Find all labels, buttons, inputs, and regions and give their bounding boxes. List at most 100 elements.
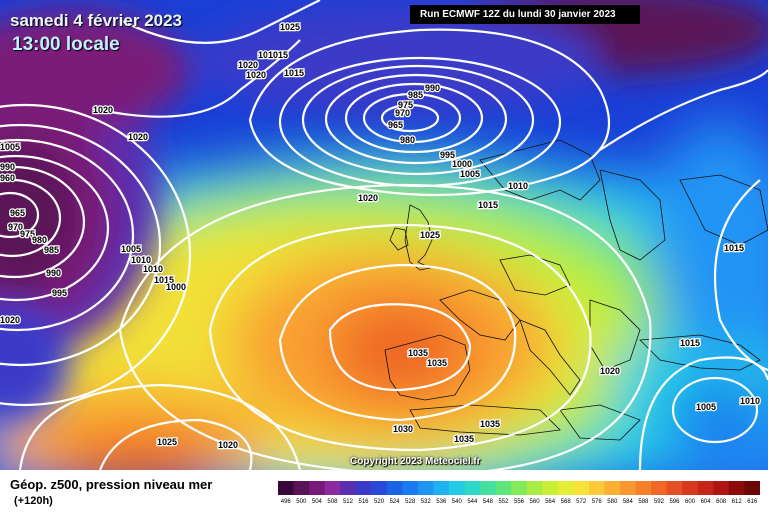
legend-swatch: [542, 481, 559, 495]
legend-tick-label: 552: [498, 499, 509, 505]
isobar-label: 1035: [427, 358, 447, 368]
legend-tick-label: 568: [561, 499, 572, 505]
legend-swatch: [433, 481, 450, 495]
forecast-time: 13:00 locale: [12, 34, 120, 55]
isobar-label: 1035: [480, 419, 500, 429]
isobar-label: 1000: [452, 159, 472, 169]
isobar-label: 965: [10, 208, 25, 218]
legend-tick-label: 560: [530, 499, 541, 505]
legend-tick-label: 536: [436, 499, 447, 505]
isobar-label: 1025: [157, 437, 177, 447]
legend-swatch: [511, 481, 528, 495]
legend-tick-label: 544: [467, 499, 478, 505]
isobar-label: 1010: [131, 255, 151, 265]
geopotential-field: [0, 0, 768, 470]
isobar-label: 965: [388, 120, 403, 130]
legend-swatch: [588, 481, 605, 495]
legend-swatch: [371, 481, 388, 495]
isobar-label: 995: [440, 150, 455, 160]
isobar-label: 1020: [93, 105, 113, 115]
legend-tick-label: 508: [327, 499, 338, 505]
isobar-label: 1015: [154, 275, 174, 285]
legend-tick-label: 524: [390, 499, 401, 505]
isobar-label: 1030: [393, 424, 413, 434]
legend-tick-label: 500: [296, 499, 307, 505]
legend-swatch: [480, 481, 497, 495]
legend-tick-label: 512: [343, 499, 354, 505]
isobar-label: 1015: [724, 243, 744, 253]
isobar-label: 970: [8, 222, 23, 232]
isobar-label: 1005: [121, 244, 141, 254]
legend-swatch: [417, 481, 434, 495]
legend-tick-label: 520: [374, 499, 385, 505]
isobar-label: 1015: [258, 50, 278, 60]
legend-tick-label: 496: [281, 499, 292, 505]
isobar-label: 1020: [600, 366, 620, 376]
isobar-label: 985: [44, 245, 59, 255]
legend-swatch: [666, 481, 683, 495]
legend-tick-label: 532: [421, 499, 432, 505]
legend-swatch: [449, 481, 465, 495]
legend-tick-label: 572: [576, 499, 587, 505]
legend-swatch: [713, 481, 730, 495]
isobar-label: 970: [395, 108, 410, 118]
legend-tick-label: 564: [545, 499, 556, 505]
legend-swatch: [324, 481, 341, 495]
legend-tick-label: 540: [452, 499, 463, 505]
isobar-label: 1020: [358, 193, 378, 203]
legend-tick-label: 592: [654, 499, 665, 505]
legend-swatch: [682, 481, 699, 495]
legend-tick-label: 600: [685, 499, 696, 505]
isobar-label: 1025: [280, 22, 300, 32]
legend-swatch: [495, 481, 512, 495]
isobar-label: 1005: [460, 169, 480, 179]
legend-tick-label: 516: [359, 499, 370, 505]
legend-tick-label: 588: [638, 499, 649, 505]
isobar-label: 1010: [740, 396, 760, 406]
isobar-label: 1010: [508, 181, 528, 191]
isobar-label: 1020: [238, 60, 258, 70]
isobar-label: 1015: [268, 50, 288, 60]
legend-swatch: [309, 481, 326, 495]
isobar-label: 975: [398, 100, 413, 110]
isobars: [0, 0, 768, 470]
legend-swatch: [635, 481, 652, 495]
isobar-label: 990: [46, 268, 61, 278]
legend-swatch: [557, 481, 574, 495]
legend-swatch: [278, 481, 294, 495]
colour-scale-legend: 496 500 504 508 512 516 520 524 528 532 536 540 544 5…: [278, 481, 760, 505]
legend-swatch: [402, 481, 419, 495]
legend-tick-label: 608: [716, 499, 727, 505]
model-run-banner: Run ECMWF 12Z du lundi 30 janvier 2023: [410, 5, 640, 24]
isobar-label: 1020: [0, 315, 20, 325]
isobar-label: 1035: [408, 348, 428, 358]
isobar-label: 1020: [128, 132, 148, 142]
legend-tick-label: 548: [483, 499, 494, 505]
forecast-date: samedi 4 février 2023: [10, 11, 183, 30]
legend-swatch: [464, 481, 481, 495]
legend-tick-label: 604: [701, 499, 712, 505]
forecast-range: (+120h): [14, 495, 53, 507]
legend-swatch: [620, 481, 637, 495]
copyright-text: Copyright 2023 Meteociel.fr: [350, 456, 481, 467]
isobar-label: 1015: [284, 68, 304, 78]
isobar-label: 1020: [246, 70, 266, 80]
isobar-label: 990: [425, 83, 440, 93]
legend-tick-label: 556: [514, 499, 525, 505]
legend-swatch: [573, 481, 590, 495]
legend-swatch: [744, 481, 760, 495]
legend-tick-label: 528: [405, 499, 416, 505]
map-title: Géop. z500, pression niveau mer: [10, 477, 213, 492]
isobar-label: 1010: [143, 264, 163, 274]
legend-tick-label: 504: [312, 499, 323, 505]
isobar-label: 985: [408, 90, 423, 100]
legend-swatch: [651, 481, 668, 495]
legend-tick-label: 584: [623, 499, 634, 505]
legend-swatch: [728, 481, 745, 495]
legend-tick-label: 616: [747, 499, 758, 505]
isobar-label: 1020: [218, 440, 238, 450]
legend-swatch: [355, 481, 372, 495]
pressure-map: 1025101510151020102010151020102099098597…: [0, 0, 768, 470]
isobar-label: 990: [0, 162, 15, 172]
